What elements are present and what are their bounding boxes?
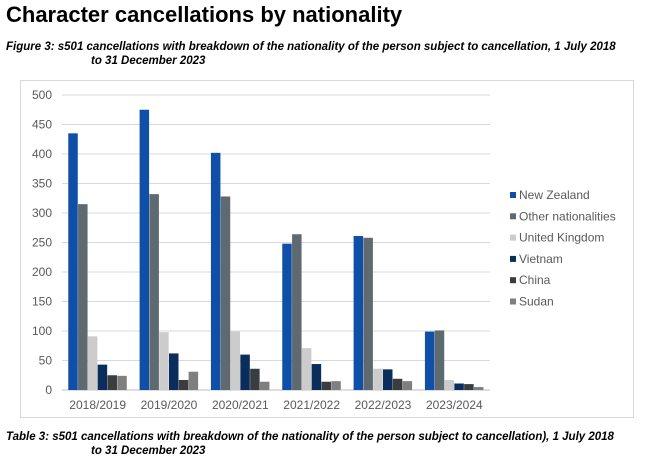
bar-new-zealand — [353, 236, 364, 390]
y-tick-label: 500 — [32, 88, 52, 102]
bar-china — [178, 379, 189, 390]
bar-new-zealand — [424, 331, 435, 390]
bar-vietnam — [97, 364, 108, 390]
bar-sudan — [259, 381, 270, 390]
legend-label: New Zealand — [519, 188, 590, 202]
legend-swatch — [510, 192, 516, 198]
page-title: Character cancellations by nationality — [6, 2, 403, 27]
bar-vietnam — [169, 353, 179, 390]
x-tick-label: 2018/2019 — [69, 398, 126, 412]
chart-frame — [20, 80, 634, 418]
y-tick-label: 450 — [32, 118, 52, 132]
x-tick-label: 2022/2023 — [355, 398, 412, 412]
legend-label: United Kingdom — [519, 231, 604, 245]
bar-united-kingdom — [373, 368, 383, 390]
bar-other-nationalities — [292, 234, 302, 390]
legend-swatch — [510, 213, 516, 220]
y-tick-label: 250 — [32, 236, 52, 250]
figure-caption: Figure 3: s501 cancellations with breakd… — [6, 40, 616, 68]
legend-label: Vietnam — [519, 252, 563, 266]
legend-swatch — [510, 298, 516, 305]
bar-sudan — [473, 387, 484, 390]
bar-other-nationalities — [434, 330, 445, 390]
bar-other-nationalities — [220, 196, 231, 390]
bar-china — [321, 381, 331, 390]
legend-label: China — [519, 273, 551, 287]
legend-label: Sudan — [519, 295, 554, 309]
y-tick-label: 400 — [32, 147, 52, 161]
y-tick-label: 350 — [32, 177, 52, 191]
table-caption: Table 3: s501 cancellations with breakdo… — [6, 430, 614, 458]
legend-label: Other nationalities — [519, 209, 616, 223]
bar-other-nationalities — [363, 237, 373, 390]
bar-china — [392, 378, 403, 390]
bar-vietnam — [383, 369, 393, 390]
bar-china — [464, 384, 474, 390]
legend-swatch — [510, 255, 516, 262]
figure-caption-line2: to 31 December 2023 — [91, 55, 206, 67]
x-tick-label: 2023/2024 — [426, 398, 483, 412]
x-tick-label: 2019/2020 — [141, 398, 198, 412]
bar-united-kingdom — [301, 348, 312, 390]
bar-sudan — [117, 375, 127, 390]
legend-swatch — [510, 234, 516, 241]
bar-new-zealand — [282, 243, 292, 390]
bar-sudan — [331, 381, 341, 390]
bar-vietnam — [240, 354, 250, 390]
bar-new-zealand — [68, 133, 78, 390]
table-caption-line1: Table 3: s501 cancellations with breakdo… — [6, 431, 614, 443]
x-tick-label: 2021/2022 — [283, 398, 340, 412]
y-tick-label: 50 — [39, 354, 53, 368]
x-tick-label: 2020/2021 — [212, 398, 269, 412]
y-tick-label: 300 — [32, 206, 52, 220]
bar-new-zealand — [139, 109, 150, 390]
bar-united-kingdom — [230, 331, 241, 390]
bar-vietnam — [454, 383, 464, 390]
bar-sudan — [188, 371, 199, 390]
bar-vietnam — [311, 364, 322, 390]
bar-united-kingdom — [159, 332, 169, 390]
bar-new-zealand — [210, 152, 221, 390]
bar-china — [107, 375, 117, 390]
bar-united-kingdom — [444, 379, 455, 390]
bar-sudan — [402, 381, 413, 390]
y-tick-label: 150 — [32, 295, 52, 309]
bar-other-nationalities — [78, 204, 88, 390]
table-caption-line2: to 31 December 2023 — [91, 445, 206, 457]
y-tick-label: 100 — [32, 324, 52, 338]
bar-china — [250, 368, 260, 390]
legend-swatch — [510, 277, 516, 284]
bar-other-nationalities — [149, 194, 159, 390]
bar-united-kingdom — [87, 336, 98, 390]
y-tick-label: 0 — [45, 383, 52, 397]
figure-caption-line1: Figure 3: s501 cancellations with breakd… — [6, 41, 616, 53]
y-tick-label: 200 — [32, 265, 52, 279]
